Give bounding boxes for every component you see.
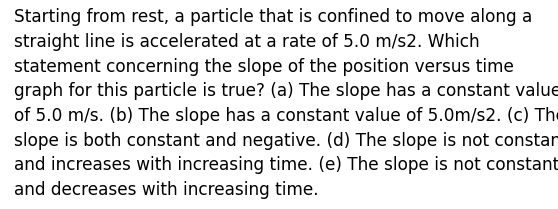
- Text: straight line is accelerated at a rate of 5.0 m/s2. Which: straight line is accelerated at a rate o…: [14, 33, 479, 51]
- Text: of 5.0 m/s. (b) The slope has a constant value of 5.0m/s2. (c) The: of 5.0 m/s. (b) The slope has a constant…: [14, 107, 558, 125]
- Text: Starting from rest, a particle that is confined to move along a: Starting from rest, a particle that is c…: [14, 8, 532, 26]
- Text: and decreases with increasing time.: and decreases with increasing time.: [14, 181, 319, 199]
- Text: graph for this particle is true? (a) The slope has a constant value: graph for this particle is true? (a) The…: [14, 82, 558, 100]
- Text: statement concerning the slope of the position versus time: statement concerning the slope of the po…: [14, 58, 514, 76]
- Text: slope is both constant and negative. (d) The slope is not constant: slope is both constant and negative. (d)…: [14, 132, 558, 150]
- Text: and increases with increasing time. (e) The slope is not constant: and increases with increasing time. (e) …: [14, 156, 558, 174]
